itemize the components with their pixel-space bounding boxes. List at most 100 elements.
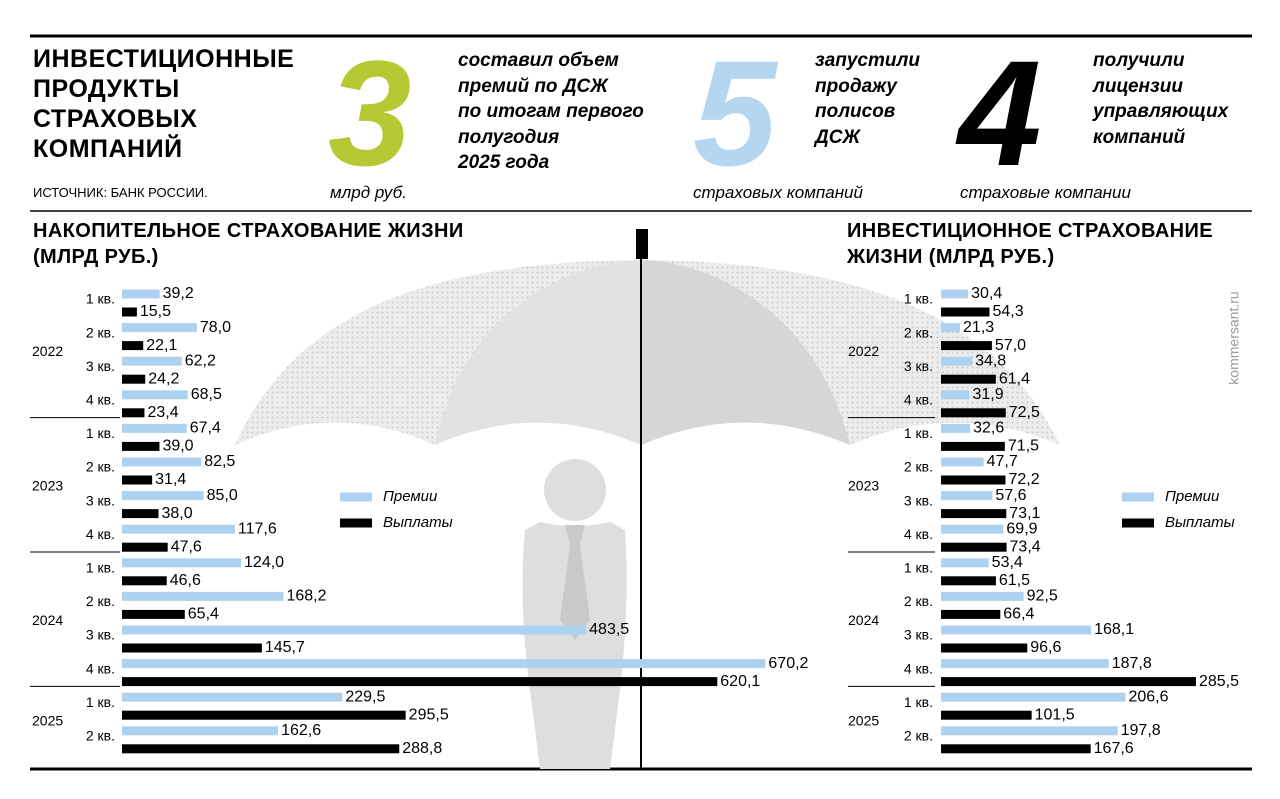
bar bbox=[122, 726, 279, 736]
y-tick-label: 3 кв. bbox=[904, 627, 933, 643]
value-label: 66,4 bbox=[1003, 606, 1034, 623]
stat-text: получили лицензии управляющих компаний bbox=[1093, 48, 1228, 150]
title-line: СТРАХОВЫХ bbox=[33, 105, 198, 133]
value-label: 92,5 bbox=[1027, 588, 1058, 605]
stat-number: 3 bbox=[328, 29, 412, 197]
value-label: 22,1 bbox=[146, 337, 177, 354]
value-label: 73,4 bbox=[1010, 538, 1041, 555]
bar bbox=[122, 408, 145, 418]
value-label: 72,5 bbox=[1009, 404, 1040, 421]
y-tick-label: 2 кв. bbox=[904, 593, 933, 609]
value-label: 78,0 bbox=[200, 319, 231, 336]
bar bbox=[941, 408, 1006, 418]
value-label: 39,2 bbox=[163, 285, 194, 302]
watermark: kommersant.ru bbox=[1226, 291, 1242, 384]
legend-swatch bbox=[1122, 518, 1154, 528]
value-label: 30,4 bbox=[971, 285, 1002, 302]
value-label: 24,2 bbox=[148, 370, 179, 387]
legend-swatch bbox=[1122, 492, 1154, 502]
stat-text-line: полисов bbox=[815, 101, 896, 122]
legend-label: Премии bbox=[1165, 488, 1220, 505]
bar bbox=[941, 491, 993, 501]
bar bbox=[941, 692, 1126, 702]
bar bbox=[941, 356, 973, 366]
value-label: 229,5 bbox=[345, 688, 385, 705]
title-line: КОМПАНИЙ bbox=[33, 135, 183, 163]
value-label: 34,8 bbox=[975, 352, 1006, 369]
person-tie bbox=[560, 525, 590, 640]
y-tick-label: 3 кв. bbox=[86, 358, 115, 374]
stat-text-line: премий по ДСЖ bbox=[458, 75, 608, 97]
y-tick-label: 3 кв. bbox=[86, 492, 115, 508]
stat-text-line: лицензии bbox=[1093, 75, 1183, 97]
value-label: 68,5 bbox=[191, 386, 222, 403]
y-tick-label: 4 кв. bbox=[86, 660, 115, 676]
y-tick-label: 2 кв. bbox=[86, 593, 115, 609]
chart-title: НАКОПИТЕЛЬНОЕ СТРАХОВАНИЕ ЖИЗНИ (МЛРД РУ… bbox=[33, 220, 464, 268]
value-label: 101,5 bbox=[1035, 706, 1075, 723]
canopy-panel bbox=[435, 260, 641, 445]
bar bbox=[122, 423, 187, 433]
bar bbox=[941, 441, 1005, 451]
value-label: 65,4 bbox=[188, 606, 219, 623]
stat-text-line: получили bbox=[1093, 50, 1185, 71]
bar bbox=[122, 591, 284, 601]
bar bbox=[941, 558, 989, 568]
y-tick-label: 1 кв. bbox=[904, 425, 933, 441]
value-label: 61,4 bbox=[999, 370, 1030, 387]
value-label: 167,6 bbox=[1094, 740, 1134, 757]
value-label: 72,2 bbox=[1008, 471, 1039, 488]
bar bbox=[122, 390, 188, 400]
bar bbox=[122, 643, 262, 653]
bar bbox=[122, 609, 185, 619]
y-tick-label: 2 кв. bbox=[904, 728, 933, 744]
bar bbox=[122, 744, 400, 754]
value-label: 61,5 bbox=[999, 572, 1030, 589]
stat-unit: страховых компаний bbox=[693, 183, 863, 202]
stat-text: составил объем премий по ДСЖ по итогам пер… bbox=[458, 48, 644, 176]
bar bbox=[122, 323, 197, 333]
value-label: 285,5 bbox=[1199, 673, 1239, 690]
value-label: 187,8 bbox=[1112, 655, 1152, 672]
value-label: 57,0 bbox=[995, 337, 1026, 354]
bar bbox=[122, 625, 587, 635]
group-label: 2022 bbox=[848, 343, 879, 359]
value-label: 31,9 bbox=[972, 386, 1003, 403]
value-label: 69,9 bbox=[1006, 520, 1037, 537]
y-tick-label: 2 кв. bbox=[86, 324, 115, 340]
stat-unit: страховые компании bbox=[960, 183, 1131, 202]
bar bbox=[941, 591, 1024, 601]
bar bbox=[941, 341, 992, 351]
legend-swatch bbox=[340, 518, 372, 528]
value-label: 295,5 bbox=[409, 706, 449, 723]
bar bbox=[122, 356, 182, 366]
value-label: 96,6 bbox=[1030, 639, 1061, 656]
group-label: 2023 bbox=[848, 478, 879, 494]
stat-text-line: управляющих bbox=[1093, 101, 1229, 122]
value-label: 47,7 bbox=[987, 453, 1018, 470]
bar bbox=[122, 475, 153, 485]
bar bbox=[941, 323, 961, 333]
y-tick-label: 2 кв. bbox=[86, 459, 115, 475]
value-label: 57,6 bbox=[995, 487, 1026, 504]
bar bbox=[941, 509, 1007, 519]
bar bbox=[941, 576, 996, 586]
value-label: 288,8 bbox=[402, 740, 442, 757]
bar bbox=[122, 542, 168, 552]
bar bbox=[941, 289, 969, 299]
bar bbox=[122, 374, 146, 384]
bar bbox=[122, 509, 159, 519]
stat-number: 4 bbox=[958, 29, 1042, 197]
bar bbox=[122, 307, 137, 317]
person-body bbox=[522, 522, 627, 769]
bar bbox=[941, 609, 1001, 619]
y-tick-label: 1 кв. bbox=[904, 291, 933, 307]
value-label: 85,0 bbox=[207, 487, 238, 504]
y-tick-label: 3 кв. bbox=[904, 358, 933, 374]
group-label: 2024 bbox=[32, 612, 63, 628]
stat-number: 5 bbox=[693, 29, 777, 197]
title-line: ИНВЕСТИЦИОННЫЕ bbox=[33, 45, 295, 73]
bar bbox=[941, 744, 1091, 754]
header-title: ИНВЕСТИЦИОННЫЕ ПРОДУКТЫ СТРАХОВЫХ КОМПАНИЙ bbox=[33, 44, 294, 164]
